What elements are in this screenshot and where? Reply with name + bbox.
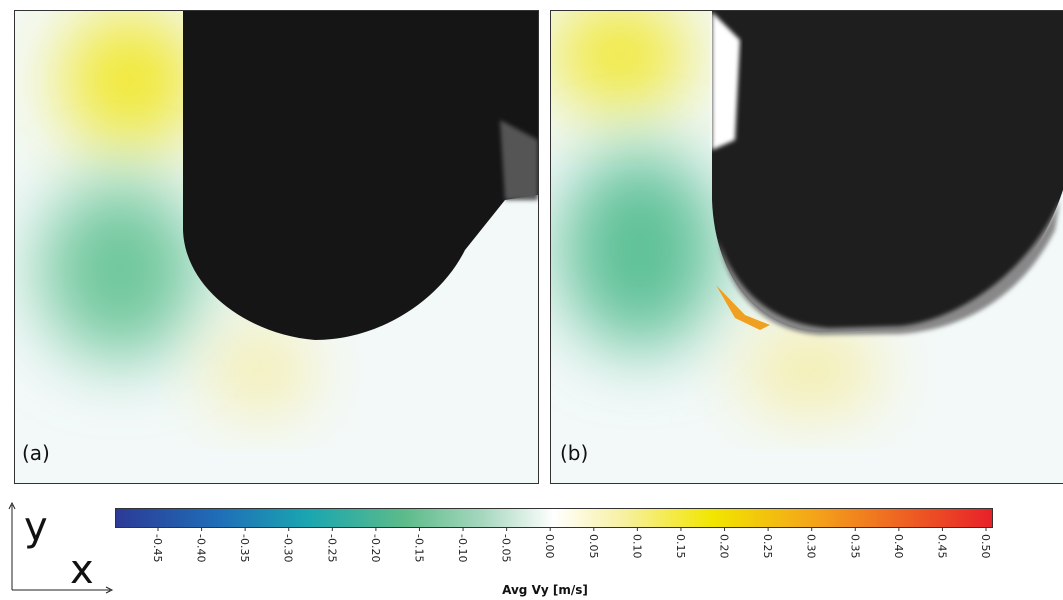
colorbar-tick-label: 0.05	[587, 534, 600, 559]
panel-b: (b)	[550, 10, 1063, 484]
x-label: x	[70, 547, 94, 593]
body-highlight	[712, 12, 740, 150]
colorbar-tick-label: 0.30	[805, 534, 818, 559]
positive-region	[210, 330, 310, 410]
negative-region	[560, 150, 720, 350]
negative-region	[40, 180, 200, 360]
colorbar-tick-label: 0.20	[718, 534, 731, 559]
colorbar-tick-label: 0.25	[761, 534, 774, 559]
body-shadow	[183, 11, 538, 340]
colorbar-tick-label: -0.25	[325, 534, 338, 562]
colorbar-tick-label: 0.00	[543, 534, 556, 559]
colorbar-tick-label: -0.20	[369, 534, 382, 562]
positive-region	[740, 330, 880, 410]
y-label: y	[24, 504, 48, 550]
colorbar-tick-label: -0.05	[500, 534, 513, 562]
positive-region	[60, 11, 200, 150]
colorbar-tick-label: -0.45	[151, 534, 164, 562]
body-shadow	[712, 11, 1063, 332]
body-highlight	[500, 120, 538, 200]
colorbar-label: Avg Vy [m/s]	[502, 583, 588, 597]
colorbar-tick-label: 0.10	[630, 534, 643, 559]
positive-region	[551, 11, 690, 110]
colorbar-tick-label: -0.15	[412, 534, 425, 562]
colorbar-tick-label: 0.15	[674, 534, 687, 559]
colorbar-tick-label: -0.10	[456, 534, 469, 562]
colorbar-gradient	[115, 508, 993, 528]
arrow-head	[105, 586, 114, 594]
colorbar: Avg Vy [m/s] -0.45 -0.40 -0.35 -0.30 -0.25 -0…	[115, 508, 993, 597]
colorbar-tick-label: 0.50	[979, 534, 992, 559]
body-highlight	[718, 200, 1060, 335]
colorbar-tick-label: -0.40	[195, 534, 208, 562]
positive-edge	[716, 285, 770, 330]
axis-indicator: y x	[8, 501, 114, 594]
panel-label: (a)	[22, 441, 50, 465]
colorbar-tick-label: 0.40	[892, 534, 905, 559]
arrow-head	[8, 501, 16, 510]
colorbar-tick-label: -0.35	[238, 534, 251, 562]
colorbar-tick-label: -0.30	[282, 534, 295, 562]
panel-a: (a)	[14, 10, 539, 484]
colorbar-tick-label: 0.45	[935, 534, 948, 559]
panel-label: (b)	[560, 441, 588, 465]
colorbar-tick-label: 0.35	[848, 534, 861, 559]
